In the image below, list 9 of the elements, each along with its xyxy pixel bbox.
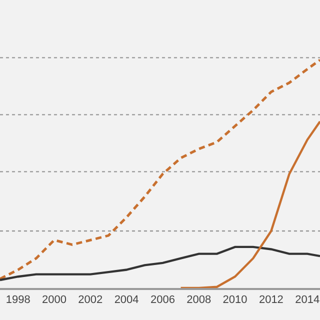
x-tick-label: 2002 bbox=[78, 294, 103, 306]
x-tick-label: 2000 bbox=[42, 294, 66, 306]
x-tick-label: 2012 bbox=[258, 294, 284, 306]
x-tick-label: 2006 bbox=[150, 294, 175, 306]
x-tick-label: 1998 bbox=[6, 294, 30, 306]
x-tick-label: 2008 bbox=[186, 294, 212, 306]
x-tick-label: 2014 bbox=[295, 294, 320, 306]
x-tick-label: 2004 bbox=[114, 294, 139, 306]
x-tick-label: 2010 bbox=[222, 294, 248, 306]
